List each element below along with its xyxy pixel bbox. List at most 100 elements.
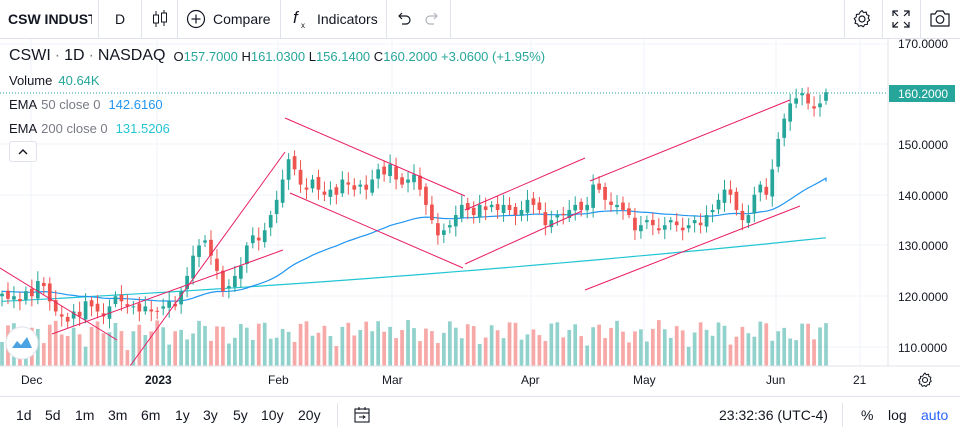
range-button-1d[interactable]: 1d <box>16 397 32 433</box>
candle-up <box>328 189 333 197</box>
snapshot-button[interactable] <box>929 0 951 38</box>
trend-line <box>464 210 583 265</box>
candle-up <box>716 199 721 210</box>
legend-ohlc: O157.7000 H161.0300 L156.1400 C160.2000 … <box>173 49 545 64</box>
change-value: +3.0600 (+1.95%) <box>441 48 546 64</box>
candle-down <box>53 300 58 312</box>
candle-up <box>143 306 148 312</box>
range-button-1m[interactable]: 1m <box>75 397 94 433</box>
main-series-legend[interactable]: CSWI · 1D · NASDAQ O157.7000 H161.0300 L… <box>9 44 545 68</box>
range-button-10y[interactable]: 10y <box>261 397 284 433</box>
volume-bar <box>758 321 763 366</box>
range-button-6m[interactable]: 6m <box>141 397 160 433</box>
range-button-5d[interactable]: 5d <box>45 397 61 433</box>
low-label: L <box>308 48 316 64</box>
volume-bar <box>292 341 297 366</box>
volume-bar <box>591 327 595 366</box>
volume-bar <box>364 321 369 366</box>
last-price-label: 160.2000 <box>898 87 948 101</box>
volume-bar <box>137 324 142 366</box>
ema50-legend[interactable]: EMA 50 close 0 142.6160 <box>9 92 545 116</box>
candle-up <box>549 220 554 228</box>
volume-legend[interactable]: Volume 40.64K <box>9 68 545 92</box>
range-button-20y[interactable]: 20y <box>298 397 321 433</box>
chart-logo[interactable] <box>5 326 39 360</box>
date-range-button[interactable] <box>353 397 371 433</box>
price-chart[interactable]: 170.0000 150.0000 140.0000 130.0000 120.… <box>0 37 960 396</box>
redo-icon <box>425 12 438 25</box>
volume-bar <box>155 320 160 366</box>
candles-icon <box>152 10 167 27</box>
volume-bar <box>722 325 727 366</box>
volume-bar <box>316 332 321 366</box>
candle-down <box>209 239 213 256</box>
candle-up <box>358 184 363 187</box>
settings-button[interactable] <box>852 0 872 38</box>
candle-down <box>137 303 142 312</box>
legend-symbol: CSWI <box>9 47 51 64</box>
chart-type-button[interactable] <box>142 0 177 38</box>
candle-down <box>621 202 625 210</box>
redo-button[interactable] <box>424 0 440 38</box>
volume-bar <box>394 338 398 366</box>
trend-line <box>284 117 466 197</box>
cloud-logo-icon <box>12 337 32 348</box>
range-label: 5d <box>45 407 61 423</box>
volume-bar <box>400 329 404 366</box>
range-button-1y[interactable]: 1y <box>175 397 190 433</box>
candle-down <box>215 258 219 271</box>
percent-scale-toggle[interactable]: % <box>861 397 873 433</box>
top-toolbar: CSW INDUST D Compare f x Indicators <box>0 0 960 39</box>
volume-bar <box>459 338 464 366</box>
chart-area[interactable]: 170.0000 150.0000 140.0000 130.0000 120.… <box>0 37 960 396</box>
range-button-3m[interactable]: 3m <box>108 397 127 433</box>
price-axis[interactable]: 170.0000 150.0000 140.0000 130.0000 120.… <box>887 37 955 366</box>
volume-bar <box>95 321 100 366</box>
symbol-search-input[interactable]: CSW INDUST <box>0 0 98 38</box>
volume-bar <box>525 334 530 366</box>
compare-button[interactable]: Compare <box>186 0 271 38</box>
axis-settings-button[interactable] <box>918 372 932 387</box>
volume-bar <box>436 343 440 366</box>
range-button-5y[interactable]: 5y <box>233 397 248 433</box>
candle-down <box>59 314 64 317</box>
volume-bar <box>358 329 363 366</box>
volume-bar <box>280 329 285 366</box>
candle-down <box>561 213 566 216</box>
volume-bar <box>203 325 207 366</box>
volume-bar <box>662 329 667 366</box>
interval-button[interactable]: D <box>99 0 141 38</box>
legend-collapse-button[interactable] <box>9 141 37 162</box>
candle-up <box>274 199 279 215</box>
candle-up <box>770 169 775 197</box>
toolbar-divider <box>280 0 281 38</box>
undo-button[interactable] <box>396 0 412 38</box>
candle-down <box>298 169 303 185</box>
volume-bar <box>800 323 804 366</box>
volume-bar <box>824 323 828 366</box>
toolbar-divider <box>842 403 843 427</box>
time-zone-clock[interactable]: 23:32:36 (UTC-4) <box>719 397 828 433</box>
volume-bar <box>609 327 613 366</box>
ema200-legend[interactable]: EMA 200 close 0 131.5206 <box>9 116 545 140</box>
candle-down <box>95 303 100 312</box>
volume-bar <box>77 334 82 366</box>
volume-bar <box>274 337 279 366</box>
fullscreen-button[interactable] <box>892 0 910 38</box>
candle-down <box>543 212 548 226</box>
time-axis[interactable]: Dec 2023 Feb Mar Apr May Jun 21 <box>0 365 960 387</box>
svg-text:f: f <box>293 8 300 27</box>
compare-label: Compare <box>213 11 271 27</box>
indicators-button[interactable]: f x Indicators <box>292 0 378 38</box>
log-scale-toggle[interactable]: log <box>888 397 907 433</box>
candle-down <box>656 228 661 231</box>
svg-text:x: x <box>301 21 305 30</box>
auto-scale-toggle[interactable]: auto <box>921 397 948 433</box>
range-button-3y[interactable]: 3y <box>203 397 218 433</box>
volume-bar <box>101 333 106 366</box>
candle-down <box>125 304 130 307</box>
trend-lines[interactable] <box>0 99 801 367</box>
trend-line <box>589 99 791 182</box>
volume-bar <box>627 342 631 366</box>
volume-bar <box>430 331 434 366</box>
